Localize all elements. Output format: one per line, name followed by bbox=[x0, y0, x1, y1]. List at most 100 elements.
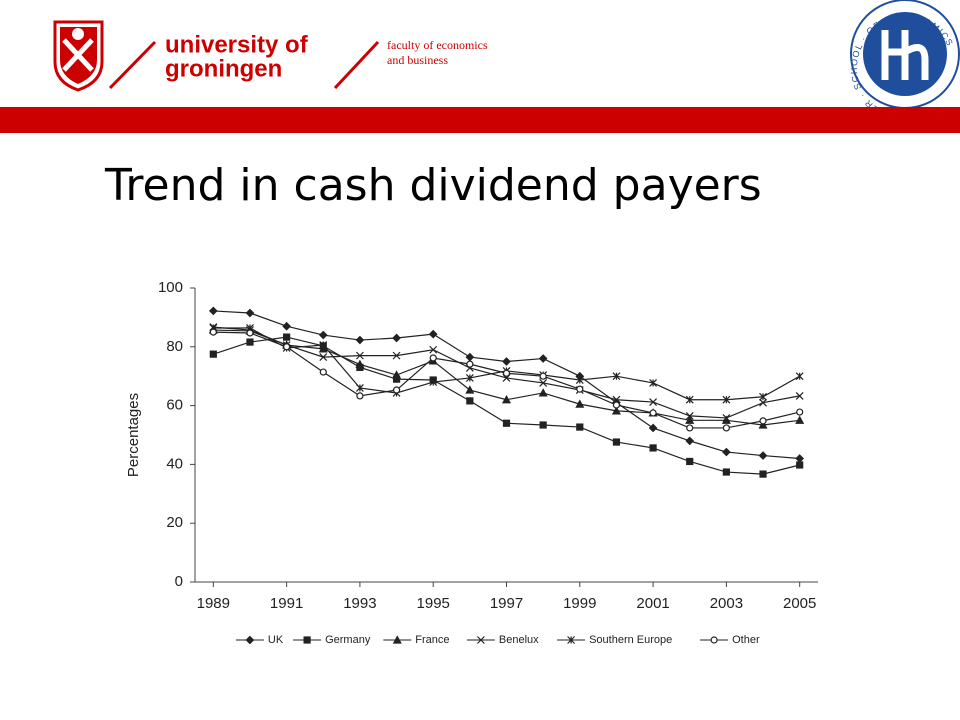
data-point bbox=[539, 421, 547, 429]
y-axis-label: Percentages bbox=[125, 393, 142, 477]
data-point bbox=[209, 328, 217, 336]
data-point bbox=[538, 354, 548, 363]
data-point bbox=[319, 353, 328, 362]
data-point bbox=[649, 398, 658, 406]
data-point bbox=[722, 414, 731, 422]
data-point bbox=[355, 384, 364, 392]
data-point bbox=[685, 411, 694, 420]
data-point bbox=[795, 391, 804, 400]
x-tick-label: 2003 bbox=[710, 595, 743, 612]
data-point bbox=[429, 378, 438, 387]
data-point bbox=[429, 345, 438, 354]
data-point bbox=[795, 415, 805, 424]
data-point bbox=[429, 354, 437, 362]
y-tick-label: 20 bbox=[166, 514, 183, 531]
x-tick-label: 1989 bbox=[197, 595, 230, 612]
x-tick-label: 1999 bbox=[563, 595, 596, 612]
header-band bbox=[0, 107, 960, 133]
data-point bbox=[502, 419, 511, 427]
data-point bbox=[466, 397, 474, 405]
data-point bbox=[356, 392, 364, 400]
data-point bbox=[246, 338, 254, 346]
x-tick-label: 1993 bbox=[343, 595, 376, 612]
data-point bbox=[282, 321, 291, 331]
data-point bbox=[759, 417, 767, 425]
series-line bbox=[213, 310, 800, 460]
data-point bbox=[502, 357, 511, 366]
y-tick-label: 60 bbox=[166, 397, 183, 414]
legend-label: Germany bbox=[325, 634, 371, 646]
data-point bbox=[283, 333, 291, 341]
y-tick-label: 40 bbox=[166, 455, 183, 472]
x-tick-label: 2001 bbox=[636, 595, 669, 612]
data-point bbox=[283, 343, 291, 351]
data-point bbox=[685, 395, 694, 404]
data-point bbox=[465, 374, 474, 382]
legend-label: Southern Europe bbox=[589, 634, 672, 646]
data-point bbox=[246, 329, 254, 337]
data-point bbox=[649, 444, 657, 452]
university-name: groningen bbox=[165, 55, 282, 82]
data-point bbox=[319, 341, 328, 349]
legend-marker bbox=[476, 636, 485, 644]
data-point bbox=[612, 401, 621, 409]
data-point bbox=[795, 372, 804, 381]
data-point bbox=[759, 470, 767, 478]
legend-label: Other bbox=[732, 634, 760, 646]
data-point bbox=[685, 436, 695, 446]
data-point bbox=[466, 360, 474, 368]
x-tick-label: 1991 bbox=[270, 595, 303, 612]
x-tick-label: 2005 bbox=[783, 595, 816, 612]
data-point bbox=[759, 398, 767, 407]
data-point bbox=[758, 420, 768, 429]
data-point bbox=[648, 423, 658, 433]
data-point bbox=[722, 447, 731, 457]
data-point bbox=[208, 306, 218, 316]
data-point bbox=[245, 308, 255, 318]
data-point bbox=[722, 424, 730, 432]
data-point bbox=[575, 376, 584, 384]
data-point bbox=[758, 451, 768, 460]
data-point bbox=[796, 461, 804, 469]
data-point bbox=[612, 438, 621, 446]
legend-marker bbox=[710, 636, 718, 644]
legend-label: Benelux bbox=[499, 634, 539, 646]
data-point bbox=[318, 330, 328, 340]
legend-label: France bbox=[415, 634, 449, 646]
y-tick-label: 80 bbox=[166, 338, 183, 355]
data-point bbox=[686, 457, 694, 466]
data-point bbox=[795, 454, 805, 463]
data-point bbox=[722, 468, 730, 476]
legend-label: UK bbox=[268, 634, 284, 646]
data-point bbox=[576, 423, 584, 431]
data-point bbox=[612, 372, 621, 381]
data-point bbox=[759, 392, 767, 401]
faculty-name: faculty of economics bbox=[387, 38, 488, 52]
data-point bbox=[576, 385, 584, 393]
data-point bbox=[392, 333, 401, 343]
data-point bbox=[722, 395, 731, 404]
x-tick-label: 1997 bbox=[490, 595, 523, 612]
data-point bbox=[209, 350, 217, 358]
data-point bbox=[501, 394, 512, 404]
university-logo bbox=[53, 20, 380, 92]
data-point bbox=[392, 351, 401, 360]
legend-marker bbox=[303, 636, 311, 644]
data-point bbox=[539, 379, 548, 387]
data-point bbox=[539, 372, 547, 380]
faculty-name: and business bbox=[387, 53, 448, 67]
legend-marker bbox=[567, 636, 576, 644]
data-point bbox=[465, 385, 475, 394]
data-point bbox=[611, 406, 621, 415]
data-point bbox=[685, 415, 695, 424]
data-point bbox=[649, 379, 658, 387]
legend-marker bbox=[245, 635, 255, 645]
data-point bbox=[355, 359, 365, 369]
data-point bbox=[318, 344, 328, 353]
data-point bbox=[355, 335, 365, 345]
data-point bbox=[796, 408, 804, 416]
data-point bbox=[538, 388, 548, 397]
x-tick-label: 1995 bbox=[417, 595, 450, 612]
